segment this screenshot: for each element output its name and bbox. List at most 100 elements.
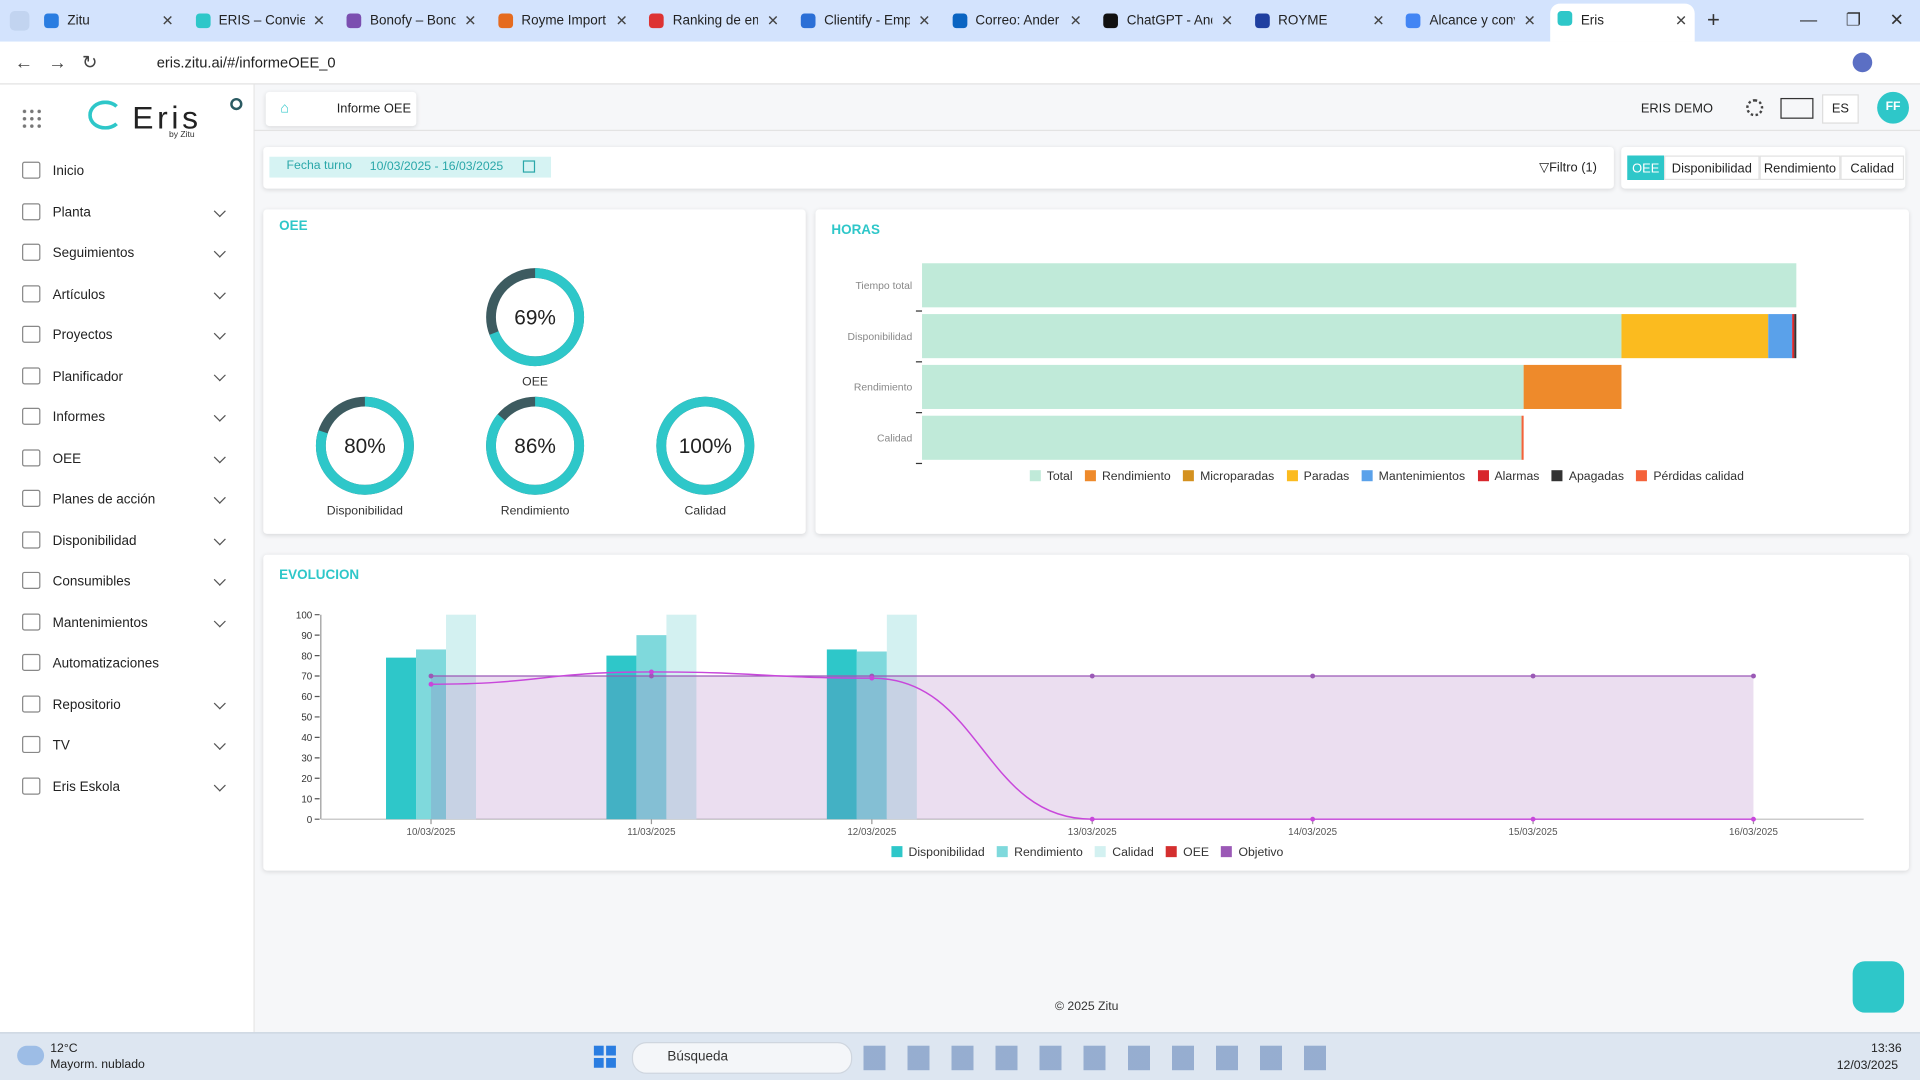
window-controls[interactable]: — ❐ ✕ — [1800, 9, 1905, 30]
kpi-tab[interactable]: Disponibilidad — [1664, 155, 1760, 180]
browser-tab[interactable]: Correo: Ander ✕ — [945, 6, 1089, 35]
menu-item[interactable]: Seguimientos — [20, 239, 234, 268]
legend-label: OEE — [1183, 846, 1210, 860]
menu-icon — [22, 489, 41, 507]
avatar[interactable]: FF — [1877, 91, 1909, 124]
menu-label: Inicio — [52, 164, 85, 179]
filter-button[interactable]: ▽Filtro (1) — [1539, 160, 1597, 176]
menu-item[interactable]: Inicio — [20, 157, 234, 186]
menu-item[interactable]: Eris Eskola — [20, 772, 234, 801]
browser-tab[interactable]: Clientify - Emp ✕ — [793, 6, 937, 35]
browser-tab[interactable]: Royme Import ✕ — [491, 6, 635, 35]
menu-label: Planes de acción — [52, 492, 156, 507]
legend-item[interactable]: Calidad — [1095, 846, 1154, 860]
browser-tab[interactable]: ROYME ✕ — [1248, 6, 1392, 35]
bar-segment — [1768, 314, 1793, 359]
tab-close[interactable]: ✕ — [1220, 12, 1234, 30]
menu-item[interactable]: TV — [20, 731, 234, 760]
tab-icon — [800, 13, 816, 29]
gauge-label: OEE — [522, 375, 548, 389]
legend-label: Mantenimientos — [1378, 470, 1466, 484]
menu-icon — [22, 735, 41, 754]
menu-item[interactable]: Mantenimientos — [20, 608, 234, 637]
tab-close[interactable]: ✕ — [464, 12, 477, 30]
new-tab-button[interactable]: + — [1706, 7, 1720, 32]
menu-chevron — [213, 409, 226, 422]
menu-item[interactable]: Disponibilidad — [20, 526, 234, 555]
x-tick-label: 10/03/2025 — [407, 827, 457, 838]
legend-item[interactable]: Microparadas — [1182, 470, 1274, 484]
legend-item[interactable]: Disponibilidad — [891, 846, 985, 860]
profile-icon[interactable] — [1852, 52, 1873, 73]
gauge-label: Calidad — [685, 503, 727, 517]
browser-tab[interactable]: Eris ✕ — [1550, 3, 1695, 42]
browser-tab[interactable]: Bonofy – Bono ✕ — [339, 6, 483, 35]
y-tick-label: 60 — [301, 692, 312, 703]
kpi-tab[interactable]: OEE — [1627, 155, 1665, 180]
start-button[interactable] — [593, 1045, 616, 1068]
browser-tab[interactable]: Alcance y conv ✕ — [1399, 6, 1543, 35]
legend-item[interactable]: Paradas — [1286, 470, 1350, 484]
user-name[interactable]: ERIS DEMO — [1640, 101, 1713, 117]
legend-item[interactable]: Objetivo — [1221, 846, 1283, 860]
legend-item[interactable]: Rendimiento — [1084, 470, 1171, 484]
menu-item[interactable]: Automatizaciones — [20, 649, 234, 678]
tab-close[interactable]: ✕ — [1523, 12, 1536, 30]
tab-icon — [1557, 11, 1573, 26]
tab-close[interactable]: ✕ — [312, 12, 326, 30]
legend-label: Paradas — [1303, 470, 1350, 484]
search-box[interactable]: Búsqueda — [631, 1042, 853, 1074]
tab-close[interactable]: ✕ — [615, 12, 628, 30]
menu-icon — [22, 325, 41, 343]
gauge-chart: OEE 69% OEE 80% Disponibilidad 86% Rendimiento… — [279, 218, 755, 517]
menu-item[interactable]: Planificador — [20, 362, 234, 391]
tab-close[interactable]: ✕ — [1069, 12, 1082, 30]
oee-point — [1310, 816, 1316, 822]
legend-item[interactable]: Rendimiento — [996, 846, 1083, 860]
menu-item[interactable]: Proyectos — [20, 321, 234, 350]
tab-close[interactable]: ✕ — [766, 12, 780, 30]
tab-close[interactable]: ✕ — [918, 12, 931, 30]
url-field[interactable]: eris.zitu.ai/#/informeOEE_0 — [117, 46, 1710, 79]
nav-buttons[interactable]: ← → ↻ — [14, 52, 98, 74]
legend-item[interactable]: Pérdidas calidad — [1636, 470, 1744, 484]
tab-close[interactable]: ✕ — [1372, 12, 1385, 30]
legend-item[interactable]: OEE — [1166, 846, 1210, 860]
menu-item[interactable]: Artículos — [20, 280, 234, 309]
tab-close[interactable]: ✕ — [161, 12, 174, 30]
tab-icon — [1103, 13, 1119, 29]
menu-item[interactable]: OEE — [20, 444, 234, 473]
browser-tab[interactable]: ERIS – Conviert ✕ — [188, 6, 332, 35]
bar — [606, 655, 637, 820]
tab-close[interactable]: ✕ — [1675, 12, 1688, 30]
legend-item[interactable]: Alarmas — [1477, 470, 1539, 484]
menu-item[interactable]: Repositorio — [20, 690, 234, 719]
menu-item[interactable]: Informes — [20, 403, 234, 432]
mail-icon[interactable] — [1780, 97, 1814, 119]
kpi-tab[interactable]: Rendimiento — [1759, 155, 1841, 180]
date-filter[interactable]: Fecha turno 10/03/2025 - 16/03/2025 — [269, 156, 552, 178]
browser-tab[interactable]: ChatGPT - And ✕ — [1096, 6, 1240, 35]
legend-item[interactable]: Apagadas — [1551, 470, 1624, 484]
legend-item[interactable]: Mantenimientos — [1361, 470, 1466, 484]
target-point — [1089, 673, 1095, 679]
browser-tab[interactable]: Zitu ✕ — [37, 6, 181, 35]
menu-item[interactable]: Planes de acción — [20, 485, 234, 514]
tab-icon — [1254, 13, 1270, 29]
language-selector[interactable]: ES — [1822, 94, 1859, 124]
menu-item[interactable]: Consumibles — [20, 567, 234, 596]
legend-item[interactable]: Total — [1029, 470, 1073, 484]
legend-swatch — [1182, 470, 1194, 482]
chat-button[interactable] — [1852, 961, 1905, 1013]
apps-menu[interactable] — [20, 107, 43, 130]
settings-icon[interactable] — [1746, 99, 1764, 117]
menu-item[interactable]: Planta — [20, 198, 234, 227]
logo-icon — [88, 100, 123, 130]
pinned-apps[interactable] — [863, 1045, 1329, 1071]
tab-search-button[interactable] — [9, 11, 30, 31]
menu-chevron — [213, 778, 226, 791]
y-tick-label: 50 — [301, 713, 312, 724]
browser-tab[interactable]: Ranking de em ✕ — [642, 6, 786, 35]
kpi-tab[interactable]: Calidad — [1840, 155, 1905, 180]
home-icon[interactable]: ⌂ — [280, 99, 290, 117]
